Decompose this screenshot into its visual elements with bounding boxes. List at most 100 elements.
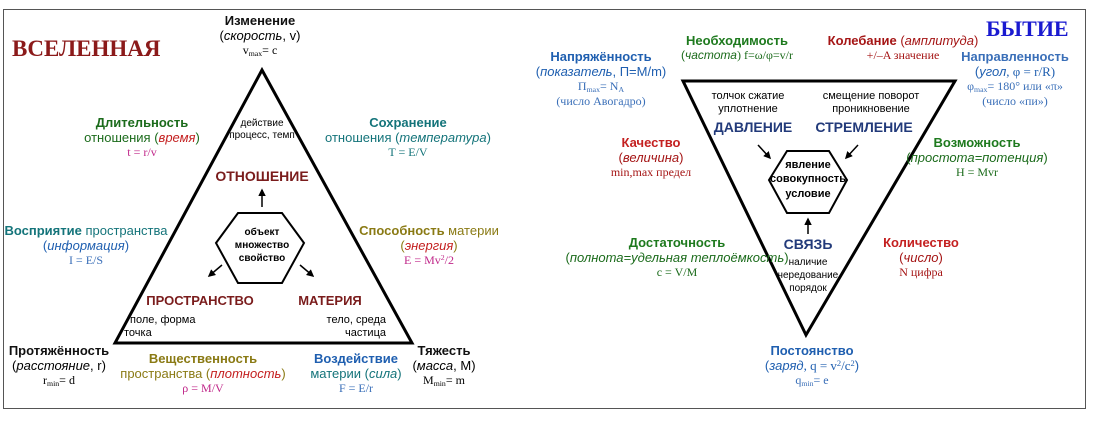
sposobnost-formula: E = Mv [403, 252, 441, 267]
universe-title: ВСЕЛЕННАЯ [12, 36, 161, 61]
sposobnost-l2a: ( [400, 237, 405, 253]
tyazhest-l2c: , M) [453, 357, 476, 373]
vozdeystvie-name: Воздействие [314, 351, 398, 366]
sposobnost-name: Способность [359, 223, 445, 238]
vozmozhnost-formula: H = Mvr [955, 164, 999, 179]
vozdeystvie-l2a: материи ( [310, 365, 369, 381]
vospriyatie-l2c: ) [124, 237, 130, 253]
kolichestvo-formula: N цифра [899, 264, 943, 279]
napravlennost-pi: (число «пи») [982, 93, 1048, 108]
being-title: БЫТИЕ [986, 16, 1069, 41]
hexagon-object: объект [244, 227, 280, 238]
protyazhennost-formula-sub: min [47, 378, 60, 388]
node-protyazhennost: Протяжённость (расстояние, r) rmin= d [4, 343, 114, 389]
vozdeystvie-l2c: ) [397, 365, 402, 381]
materiya-label: МАТЕРИЯ [298, 293, 362, 308]
napravlennost-formula: φ [967, 78, 975, 93]
izmenenie-formula-sub: max [248, 48, 263, 58]
davlenie-line2: уплотнение [718, 102, 778, 115]
napryazhennost-name: Напряжённость [550, 49, 652, 64]
protyazhennost-quantity: расстояние [16, 357, 91, 373]
veshchestvennost-name: Вещественность [148, 351, 258, 366]
kachestvo-formula: min,max предел [610, 164, 692, 179]
napryazhennost-formula-rest: = N [600, 78, 619, 93]
kolebanie-formula: +/–A значение [866, 47, 940, 62]
izmenenie-name: Изменение [224, 13, 296, 28]
stremlenie-line1: смещение поворот [822, 90, 920, 102]
node-sokhranenie: Сохранение отношения (температура) T = E… [318, 115, 498, 160]
kolichestvo-l2a: ( [899, 249, 904, 265]
right-arrow-right [844, 144, 859, 160]
svyaz-line1: наличие [788, 257, 828, 268]
napryazhennost-formula-sub: max [586, 84, 601, 94]
node-vozmozhnost: Возможность (простота=потенция) H = Mvr [902, 135, 1052, 180]
veshchestvennost-formula: ρ = M/V [182, 380, 224, 395]
postoyanstvo-formula-rest: = e [813, 372, 829, 387]
hexagon-phenomenon: явление [785, 159, 831, 171]
neobkhodimost-l2a: ( [681, 47, 685, 62]
neobkhodimost-name: Необходимость [686, 33, 788, 48]
vospriyatie-name: Восприятие [4, 223, 82, 238]
tyazhest-l2a: ( [412, 357, 417, 373]
node-vospriyatie: Восприятие пространства (информация) I =… [4, 223, 168, 268]
materiya-line2: частица [345, 327, 386, 340]
stremlenie-line2: проникновение [832, 102, 910, 115]
kachestvo-quantity: величина [622, 149, 680, 165]
sokhranenie-l2c: ) [486, 129, 491, 145]
protyazhennost-formula-rest: = d [59, 372, 75, 387]
materiya-line1: тело, среда [326, 314, 386, 326]
tyazhest-formula-sub: min [433, 378, 446, 388]
postoyanstvo-quantity: заряд [769, 357, 804, 373]
vozmozhnost-quantity: простота=потенция [910, 149, 1044, 165]
svyaz-label: СВЯЗЬ [783, 236, 833, 252]
diagram-frame [3, 9, 1086, 409]
napravlennost-formula-sub: max [974, 84, 988, 94]
postoyanstvo-name: Постоянство [770, 343, 854, 358]
vozmozhnost-l2c: ) [1043, 149, 1048, 165]
node-tyazhest: Тяжесть (масса, M) Mmin= m [404, 343, 484, 389]
prostranstvo-details: поле, форма точка [124, 314, 224, 340]
vospriyatie-name2: пространства [81, 223, 168, 238]
napravlennost-name: Направленность [961, 49, 1069, 64]
postoyanstvo-sup2: 2 [850, 357, 855, 368]
left-arrow-left [207, 264, 223, 277]
node-napryazhennost: Напряжённость (показатель, П=M/m) Пmax= … [532, 49, 670, 109]
izmenenie-formula: v [242, 42, 249, 57]
sokhranenie-quantity: температура [399, 129, 487, 145]
napravlennost-l2c: , φ = r/R) [1006, 63, 1056, 79]
left-hexagon-text: объект множество свойство [222, 226, 302, 265]
izmenenie-formula-rest: = c [262, 42, 278, 57]
postoyanstvo-l2d: /c [841, 357, 851, 373]
postoyanstvo-formula: q [795, 372, 802, 387]
dostatochnost-name: Достаточность [628, 235, 726, 250]
napravlennost-l2a: ( [974, 63, 980, 79]
napryazhennost-l2a: ( [535, 63, 541, 79]
right-triangle [680, 79, 958, 339]
dostatochnost-formula: c = V/M [656, 264, 698, 279]
vospriyatie-l2a: ( [42, 237, 48, 253]
sokhranenie-l2a: отношения ( [325, 129, 400, 145]
dostatochnost-l2a: ( [565, 249, 570, 265]
vozmozhnost-name: Возможность [933, 135, 1021, 150]
dlitelnost-name: Длительность [95, 115, 189, 130]
veshchestvennost-quantity: плотность [210, 365, 282, 381]
tyazhest-formula-rest: = m [445, 372, 465, 387]
node-dlitelnost: Длительность отношения (время) t = r/v [72, 115, 212, 160]
hexagon-set: множество [234, 240, 290, 251]
left-triangle [112, 66, 415, 345]
protyazhennost-l2a: ( [12, 357, 17, 373]
sposobnost-name2: материи [444, 223, 499, 238]
sokhranenie-formula: T = E/V [388, 144, 428, 159]
node-kolichestvo: Количество (число) N цифра [866, 235, 976, 280]
veshchestvennost-l2c: ) [281, 365, 286, 381]
node-neobkhodimost: Необходимость (частота) f=ω/φ=v/r [672, 33, 802, 63]
kachestvo-l2c: ) [679, 149, 684, 165]
right-hexagon [767, 150, 849, 214]
dostatochnost-quantity: полнота=удельная теплоёмкость [569, 249, 785, 265]
node-kolebanie: Колебание (амплитуда) +/–A значение [822, 33, 984, 63]
postoyanstvo-formula-sub: min [801, 378, 814, 388]
node-postoyanstvo: Постоянство (заряд, q = v2/c2) qmin= e [742, 343, 882, 389]
stremlenie-label: СТРЕМЛЕНИЕ [815, 119, 913, 135]
hexagon-condition: условие [785, 187, 831, 200]
